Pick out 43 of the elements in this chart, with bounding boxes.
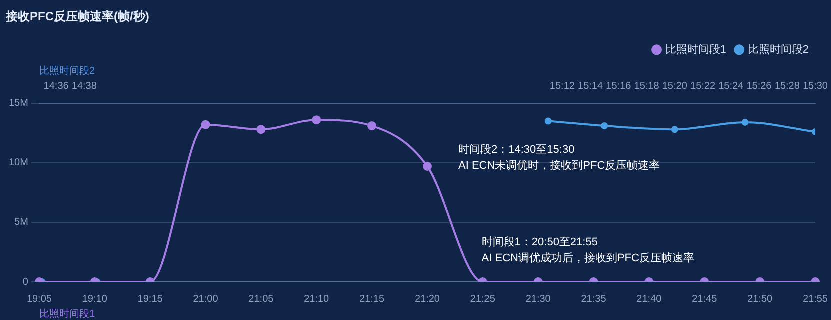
legend-label: 比照时间段1 <box>665 42 726 56</box>
y-tick-label: 0 <box>22 276 29 288</box>
x-tick-label: 21:45 <box>692 294 718 305</box>
x2-axis-title: 比照时间段2 <box>39 65 96 78</box>
x-tick-label: 21:00 <box>193 294 219 305</box>
chart-title: 接收PFC反压帧速率(帧/秒) <box>5 10 150 24</box>
point <box>201 120 210 130</box>
point <box>256 125 266 134</box>
x2-tick-label: 15:14 <box>578 81 604 92</box>
x-tick-label: 21:40 <box>636 294 662 305</box>
annotation: 时间段2：14:30至15:30 AI ECN未调优时，接收到PFC反压帧速率 <box>458 142 660 172</box>
x2-tick-label: 15:26 <box>746 81 772 92</box>
x-tick-label: 21:10 <box>304 294 330 305</box>
x2-tick-label: 15:28 <box>774 81 800 92</box>
x2-tick-label: 14:38 <box>72 81 98 92</box>
y-tick-label: 5M <box>14 217 28 228</box>
x-tick-label: 21:15 <box>360 294 385 305</box>
y-tick-label: 15M <box>9 98 28 110</box>
x-tick-label: 21:35 <box>581 294 607 305</box>
x2-tick-label: 15:20 <box>662 81 688 92</box>
x-tick-label: 21:05 <box>248 294 274 305</box>
x-tick-label: 19:10 <box>82 294 108 305</box>
x-axis-title: 比照时间段1 <box>39 308 96 320</box>
x2-tick-label: 15:24 <box>718 81 744 92</box>
x-tick-label: 19:05 <box>26 294 52 305</box>
y-tick-label: 10M <box>9 158 28 169</box>
x2-tick-label: 15:16 <box>606 81 632 92</box>
point <box>422 162 432 172</box>
x2-tick-label: 15:12 <box>550 81 576 92</box>
x-tick-label: 21:30 <box>526 294 552 305</box>
x2-tick-label: 15:22 <box>690 81 716 92</box>
x-tick-label: 21:20 <box>414 294 440 305</box>
point <box>368 122 377 131</box>
point <box>312 116 322 125</box>
x2-tick-label: 15:18 <box>634 81 660 92</box>
legend-label: 比照时间段2 <box>748 42 810 56</box>
annotation: 时间段1：20:50至21:55 AI ECN调优成功后，接收到PFC反压帧速率 <box>482 236 694 265</box>
x-tick-label: 19:15 <box>138 294 164 305</box>
x-tick-label: 21:50 <box>748 294 774 305</box>
x-tick-label: 21:25 <box>470 294 496 305</box>
x2-tick-label: 15:30 <box>802 81 828 92</box>
x2-tick-label: 14:36 <box>44 81 70 92</box>
x-tick-label: 21:55 <box>802 294 828 305</box>
